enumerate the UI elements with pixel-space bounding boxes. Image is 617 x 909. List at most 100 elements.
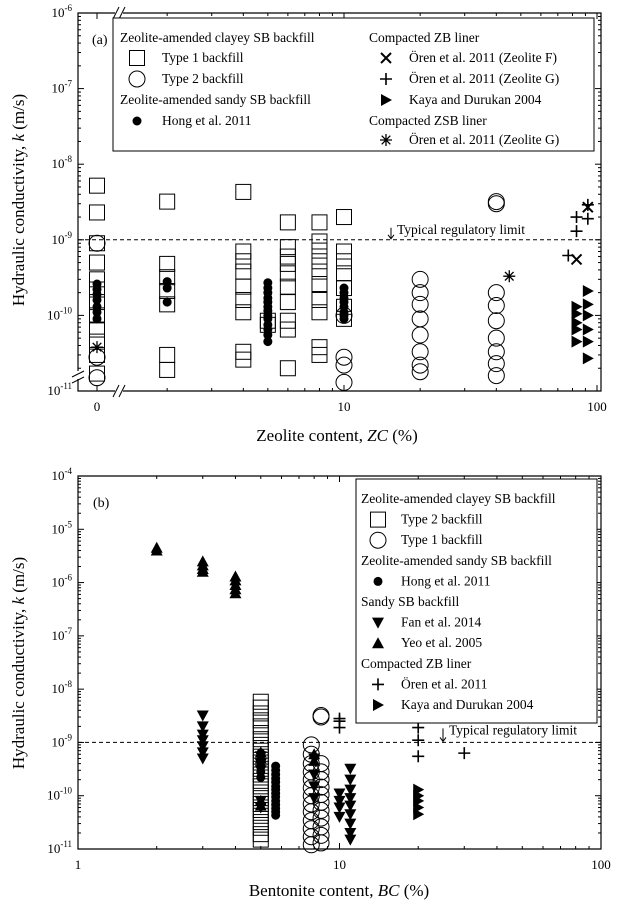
data-point-open-square (159, 296, 176, 313)
data-point-filled-circle-shape (271, 810, 281, 820)
data-point-tri-right (582, 352, 594, 365)
data-point-open-square-shape (235, 243, 252, 260)
data-point-open-square-shape (252, 819, 269, 836)
data-point-tri-down (196, 741, 209, 753)
y-axis-title-b: Hydraulic conductivity, k (m/s) (9, 557, 28, 769)
data-point-open-square-shape (311, 346, 328, 363)
data-point-tri-down (344, 809, 357, 821)
data-point-filled-circle (162, 283, 172, 293)
data-point-tri-down-shape (196, 729, 209, 741)
y-tick-label: 10-8 (52, 154, 73, 171)
data-point-open-square (235, 263, 252, 280)
data-point-open-circle (335, 348, 353, 366)
data-point-open-circle (487, 195, 505, 213)
data-point-tri-right-shape (582, 285, 594, 298)
x-tick-label: 100 (587, 399, 607, 414)
data-point-open-circle (312, 809, 330, 827)
data-point-open-square-shape (279, 294, 296, 311)
data-point-tri-right-shape (582, 309, 594, 322)
data-point-plus (570, 225, 583, 238)
data-point-filled-circle-shape (162, 277, 172, 287)
legend-box-a (112, 17, 595, 152)
legend-a-header: Compacted ZB liner (369, 30, 480, 45)
data-point-open-circle-shape (411, 326, 429, 344)
data-point-tri-right-shape (413, 808, 425, 821)
data-point-tri-right-shape (571, 307, 583, 320)
legend-b-entry: Ören et al. 2011 (401, 676, 487, 691)
legend-a-marker-open-square (129, 50, 145, 66)
data-point-open-circle (335, 356, 353, 374)
data-point-open-square (252, 693, 269, 710)
data-point-filled-circle-shape (256, 772, 266, 782)
data-point-open-circle-shape (312, 778, 330, 796)
data-point-filled-circle-shape (92, 314, 102, 324)
data-point-open-circle-shape (312, 771, 330, 789)
data-point-tri-down (196, 735, 209, 747)
data-point-open-square-shape (159, 296, 176, 313)
legend-a-marker-plus (380, 73, 392, 85)
data-point-open-square (235, 304, 252, 321)
data-point-open-square (279, 255, 296, 272)
data-point-filled-circle-shape (256, 754, 266, 764)
data-point-open-circle-shape (312, 818, 330, 836)
y-tick-label: 10-5 (52, 519, 73, 536)
legend-a-marker-cross-shape (380, 52, 392, 64)
data-point-open-circle-shape (411, 310, 429, 328)
legend-b-entry: Type 1 backfill (401, 532, 483, 547)
data-point-filled-circle (92, 314, 102, 324)
data-point-filled-circle-shape (256, 748, 266, 758)
data-point-open-square (336, 243, 352, 260)
data-point-open-square (311, 233, 328, 250)
legend-a-marker-asterisk-shape (380, 134, 392, 146)
data-point-open-circle-shape (302, 745, 320, 763)
legend-b-header: Zeolite-amended clayey SB backfill (361, 491, 556, 506)
data-point-tri-right (582, 309, 594, 322)
data-point-open-square-shape (252, 693, 269, 710)
panel-b: 10-11 10-10 10-9 10-8 10-7 10-6 10-5 10-4 1 10 100… (9, 466, 611, 900)
legend-b-entry: Type 2 backfill (401, 512, 483, 527)
data-point-open-square (159, 361, 176, 378)
data-point-open-square (311, 263, 328, 280)
x-tick-label: 0 (94, 399, 101, 414)
data-point-open-square (311, 276, 328, 293)
data-point-open-circle-shape (487, 367, 505, 385)
data-point-asterisk-shape (503, 270, 516, 283)
data-point-open-circle (88, 234, 106, 252)
data-point-open-circle (487, 367, 505, 385)
data-point-tri-down-shape (196, 735, 209, 747)
data-point-open-square-shape (89, 254, 105, 271)
data-point-tri-down-shape (344, 784, 357, 796)
legend-a-marker-open-square-shape (129, 50, 145, 66)
data-point-tri-down-shape (196, 721, 209, 733)
x-tick-label: 100 (591, 857, 611, 872)
data-point-open-square (279, 294, 296, 311)
legend-b-marker-tri-up (372, 637, 384, 649)
data-point-open-square-shape (89, 235, 105, 252)
data-point-open-circle-shape (411, 295, 429, 313)
data-point-tri-right (582, 335, 594, 348)
data-point-filled-circle (339, 314, 349, 324)
data-point-open-square (235, 291, 252, 308)
data-point-tri-down (344, 800, 357, 812)
data-point-tri-down-shape (196, 741, 209, 753)
data-point-open-circle (335, 373, 353, 391)
data-point-filled-circle-shape (263, 337, 273, 347)
data-point-open-circle (487, 343, 505, 361)
data-point-tri-down (333, 811, 346, 823)
data-point-filled-circle (92, 295, 102, 305)
legend-b-marker-tri-down-shape (372, 617, 384, 629)
x-axis-break-top-gap (115, 8, 123, 18)
data-point-filled-circle (256, 748, 266, 758)
legend-b-marker-tri-right-shape (373, 699, 384, 711)
data-point-tri-right (413, 808, 425, 821)
legend-a-header: Zeolite-amended sandy SB backfill (120, 92, 311, 107)
data-point-plus-shape (581, 212, 594, 225)
data-point-open-square (279, 321, 296, 338)
y-tick-label: 10-9 (52, 732, 73, 749)
data-point-open-square (89, 204, 105, 221)
data-point-open-square-shape (89, 365, 105, 382)
data-point-open-square (235, 351, 252, 368)
data-point-filled-circle (263, 330, 273, 340)
legend-b-marker-open-circle (369, 531, 387, 549)
data-point-open-circle (302, 836, 320, 854)
